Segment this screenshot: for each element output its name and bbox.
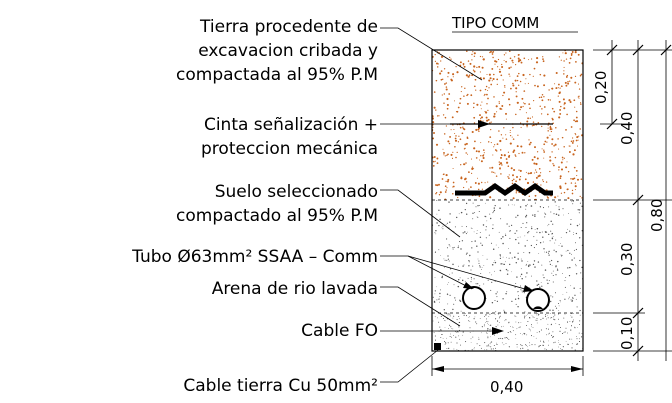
label-arena: Arena de rio lavada [212, 279, 378, 299]
pipe-comm [526, 288, 550, 312]
dim-width-0-40: 0,40 [490, 378, 523, 396]
label-cable-fo: Cable FO [301, 321, 378, 341]
label-suelo-line1: Suelo seleccionado [215, 182, 378, 202]
label-cable-tierra: Cable tierra Cu 50mm² [183, 376, 378, 396]
topsoil-layer [432, 50, 583, 200]
label-tierra-line3: compactada al 95% P.M [176, 65, 378, 85]
pipe-ssaa [462, 286, 486, 310]
dim-0-40-upper: 0,40 [618, 112, 636, 145]
river-sand-layer [432, 313, 583, 351]
selected-soil-layer [432, 200, 583, 313]
dim-0-30: 0,30 [618, 243, 636, 276]
vertical-dimensions [593, 40, 672, 361]
pipe-comm-cable [533, 306, 543, 309]
dim-0-10: 0,10 [618, 317, 636, 350]
dim-0-20: 0,20 [592, 71, 610, 104]
label-tubo: Tubo Ø63mm² SSAA – Comm [131, 247, 378, 267]
label-cinta-line1: Cinta señalización + [204, 115, 378, 135]
label-tierra-line2: excavacion cribada y [198, 41, 378, 61]
trench-outline [431, 49, 584, 352]
dim-0-80: 0,80 [648, 199, 666, 232]
label-tierra-line1: Tierra procedente de [199, 17, 378, 37]
ground-cable-marker [434, 343, 441, 350]
mechanical-protection [455, 182, 553, 197]
label-suelo-line2: compactado al 95% P.M [176, 206, 378, 226]
diagram-title: TIPO COMM [451, 14, 539, 32]
label-cinta-line2: proteccion mecánica [201, 139, 378, 159]
leader-lines [380, 27, 534, 383]
width-dimension [431, 356, 584, 376]
